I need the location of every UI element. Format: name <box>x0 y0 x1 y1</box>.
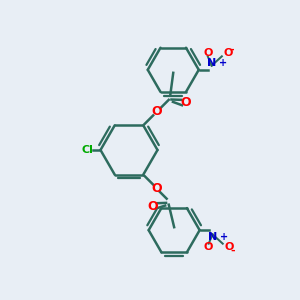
Text: +: + <box>220 232 228 242</box>
Text: O: O <box>152 182 162 195</box>
Text: O: O <box>148 200 158 213</box>
Text: O: O <box>152 105 162 118</box>
Text: N: N <box>208 232 217 242</box>
Text: O: O <box>204 242 213 252</box>
Text: -: - <box>230 245 235 255</box>
Text: -: - <box>230 45 234 55</box>
Text: O: O <box>203 48 212 58</box>
Text: O: O <box>180 96 190 109</box>
Text: Cl: Cl <box>81 145 93 155</box>
Text: O: O <box>224 48 233 58</box>
Text: N: N <box>207 58 216 68</box>
Text: +: + <box>219 58 227 68</box>
Text: O: O <box>224 242 234 252</box>
